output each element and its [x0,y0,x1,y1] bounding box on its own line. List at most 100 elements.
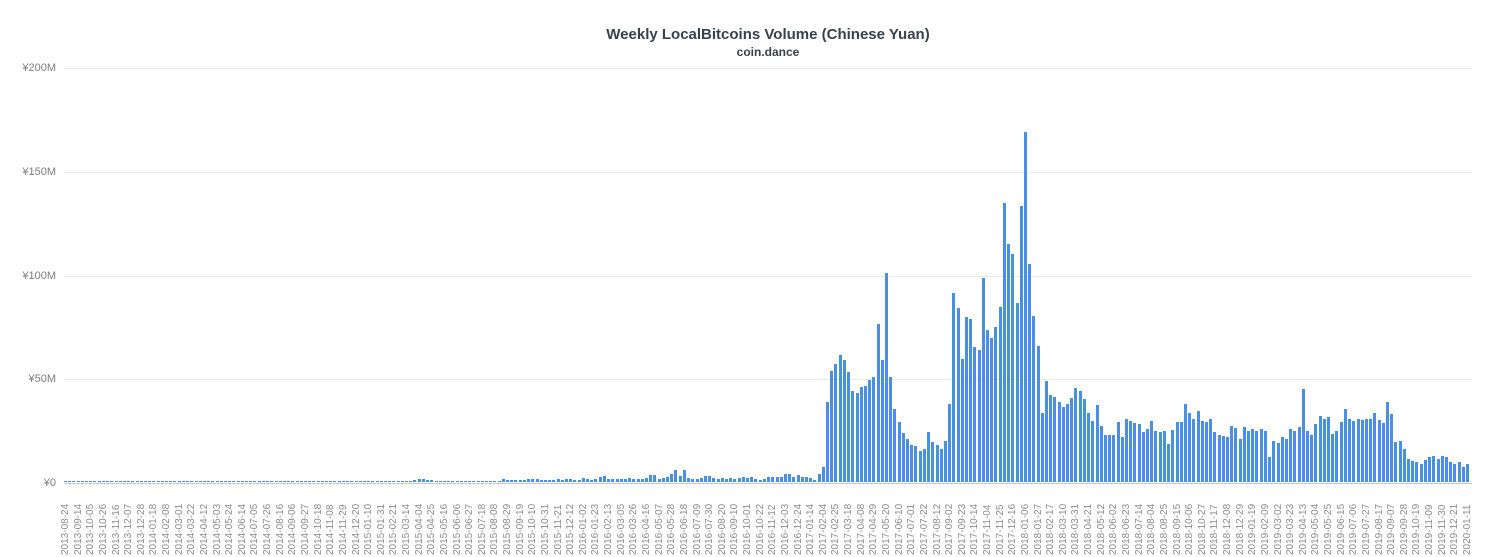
volume-bar[interactable] [64,481,67,482]
volume-bar[interactable] [266,481,270,482]
volume-bar[interactable] [291,480,295,482]
volume-bar[interactable] [964,317,968,482]
volume-bar[interactable] [771,476,775,482]
volume-bar[interactable] [333,481,337,482]
volume-bar[interactable] [1297,427,1301,482]
volume-bar[interactable] [1019,206,1023,482]
volume-bar[interactable] [758,480,762,482]
volume-bar[interactable] [1318,415,1322,482]
volume-bar[interactable] [1162,431,1166,482]
volume-bar[interactable] [1432,455,1436,482]
volume-bar[interactable] [522,479,526,482]
volume-bar[interactable] [539,479,543,482]
volume-bar[interactable] [1339,421,1343,482]
volume-bar[interactable] [489,480,493,482]
volume-bar[interactable] [106,480,110,482]
volume-bar[interactable] [110,480,114,482]
volume-bar[interactable] [472,480,476,482]
volume-bar[interactable] [211,481,215,482]
volume-bar[interactable] [1179,421,1183,482]
volume-bar[interactable] [1167,443,1171,482]
volume-bar[interactable] [447,481,451,482]
volume-bar[interactable] [531,479,535,482]
volume-bar[interactable] [165,481,169,482]
volume-bar[interactable] [826,402,830,482]
volume-bar[interactable] [1112,435,1116,482]
volume-bar[interactable] [666,477,670,482]
volume-bar[interactable] [152,481,156,482]
volume-bar[interactable] [287,480,291,482]
volume-bar[interactable] [173,481,177,482]
volume-bar[interactable] [114,480,118,482]
volume-bar[interactable] [581,478,585,482]
volume-bar[interactable] [1280,437,1284,482]
volume-bar[interactable] [611,478,615,482]
volume-bar[interactable] [573,479,577,482]
volume-bar[interactable] [556,479,560,482]
volume-bar[interactable] [257,481,261,482]
volume-bar[interactable] [139,481,143,482]
volume-bar[interactable] [931,442,935,482]
volume-bar[interactable] [1386,402,1389,482]
volume-bar[interactable] [809,478,813,482]
volume-bar[interactable] [1217,435,1221,482]
volume-bar[interactable] [986,329,990,482]
volume-bar[interactable] [1230,425,1234,482]
volume-bar[interactable] [910,445,914,482]
volume-bar[interactable] [1306,431,1309,482]
volume-bar[interactable] [1377,419,1381,482]
volume-bar[interactable] [367,480,371,482]
volume-bar[interactable] [914,445,918,482]
volume-bar[interactable] [708,475,712,482]
volume-bar[interactable] [1293,431,1297,482]
volume-bar[interactable] [632,478,636,482]
volume-bar[interactable] [893,408,897,482]
volume-bar[interactable] [320,480,324,482]
volume-bar[interactable] [1002,202,1006,482]
volume-bar[interactable] [80,481,84,482]
volume-bar[interactable] [527,478,531,482]
volume-bar[interactable] [463,481,467,482]
volume-bar[interactable] [1369,418,1373,482]
volume-bar[interactable] [762,478,766,482]
volume-bar[interactable] [569,479,573,482]
volume-bar[interactable] [76,481,80,482]
volume-bar[interactable] [927,431,931,482]
volume-bar[interactable] [518,480,522,482]
volume-bar[interactable] [299,480,303,482]
volume-bar[interactable] [1335,431,1339,482]
volume-bar[interactable] [1137,423,1141,482]
volume-bar[interactable] [375,480,379,482]
volume-bar[interactable] [325,481,329,482]
volume-bar[interactable] [358,480,362,482]
volume-bar[interactable] [990,337,994,482]
volume-bar[interactable] [838,355,842,482]
volume-bar[interactable] [451,481,455,482]
volume-bar[interactable] [156,481,160,482]
volume-bar[interactable] [1259,429,1263,482]
volume-bar[interactable] [476,481,480,482]
volume-bar[interactable] [1436,458,1440,482]
volume-bar[interactable] [889,376,893,482]
volume-bar[interactable] [396,480,400,482]
volume-bar[interactable] [1146,429,1150,482]
volume-bar[interactable] [127,481,131,482]
volume-bar[interactable] [1234,428,1238,482]
volume-bar[interactable] [371,480,375,482]
volume-bar[interactable] [1444,457,1448,482]
volume-bar[interactable] [1192,418,1196,482]
volume-bar[interactable] [501,479,505,482]
volume-bar[interactable] [657,478,661,482]
volume-bar[interactable] [303,480,307,482]
volume-bar[interactable] [805,477,808,482]
volume-bar[interactable] [1011,253,1015,482]
volume-bar[interactable] [232,481,236,482]
volume-bar[interactable] [223,481,227,482]
volume-bar[interactable] [97,481,101,482]
volume-bar[interactable] [228,481,232,482]
volume-bar[interactable] [295,480,299,482]
volume-bar[interactable] [1036,346,1040,482]
volume-bar[interactable] [1360,419,1364,482]
volume-bar[interactable] [1129,420,1133,482]
volume-bar[interactable] [261,481,265,482]
